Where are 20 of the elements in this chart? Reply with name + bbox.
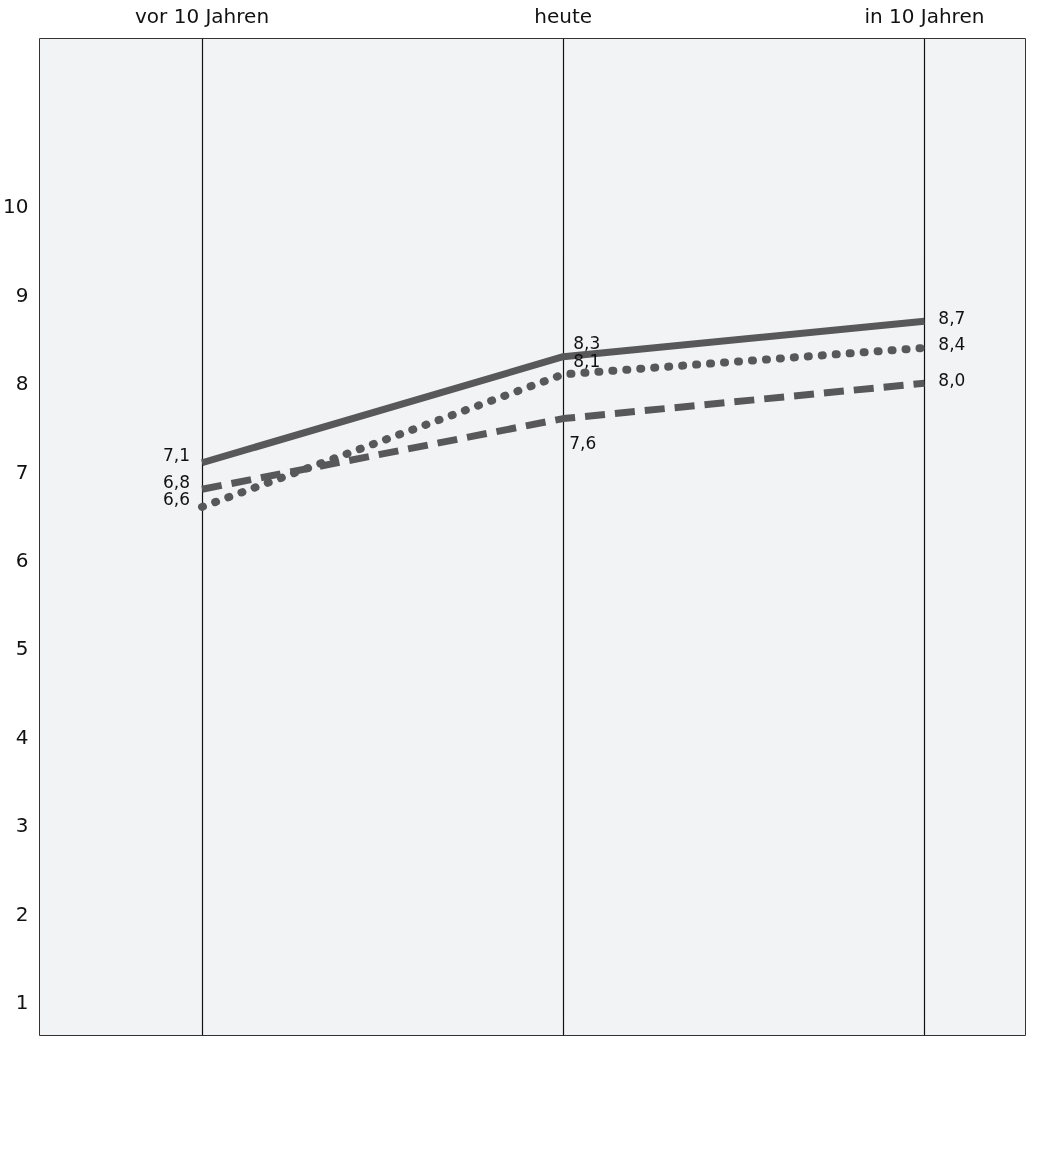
y-tick-label: 1 — [15, 989, 29, 1014]
data-label: 6,6 — [162, 489, 191, 510]
data-label: 7,1 — [162, 445, 191, 466]
y-tick-label: 4 — [15, 724, 29, 749]
data-label: 7,6 — [569, 433, 597, 454]
data-label: 6,8 — [162, 471, 191, 492]
data-label: 8,7 — [938, 307, 966, 328]
data-label: 8,4 — [938, 334, 966, 355]
data-label: 8,0 — [938, 369, 966, 390]
x-tick-label: vor 10 Jahren — [135, 3, 270, 28]
y-tick-label: 10 — [3, 194, 29, 219]
y-tick-label: 9 — [15, 282, 29, 307]
y-tick-label: 3 — [15, 813, 29, 838]
x-tick-label: heute — [534, 3, 593, 28]
x-tick-label: in 10 Jahren — [864, 3, 985, 28]
y-tick-label: 2 — [15, 901, 29, 926]
y-tick-label: 6 — [15, 547, 29, 572]
y-tick-label: 8 — [15, 371, 29, 396]
y-tick-label: 5 — [15, 636, 29, 661]
y-tick-label: 7 — [15, 459, 29, 484]
